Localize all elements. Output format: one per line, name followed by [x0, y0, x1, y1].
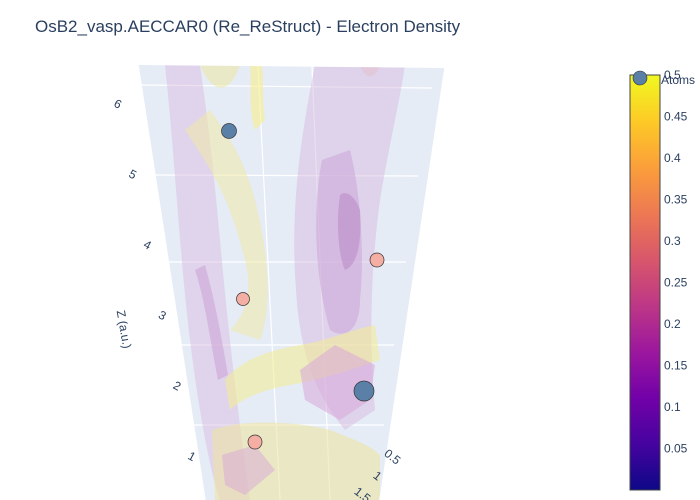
colorbar-tick-label: 0.1	[664, 400, 681, 414]
atom-marker-os[interactable]	[353, 380, 375, 402]
colorbar-tick-label: 0.05	[664, 442, 688, 456]
legend-entry-atoms[interactable]: Atoms	[661, 73, 695, 87]
atom-marker-b[interactable]	[369, 252, 385, 268]
colorbar-gradient	[629, 74, 661, 491]
atom-marker-os[interactable]	[221, 123, 237, 139]
colorbar-ticks: 0.05 0.1 0.15 0.2 0.25 0.3 0.35 0.4 0.45 0.5	[664, 68, 688, 456]
scene-box-edges	[137, 64, 446, 500]
colorbar-tick-label: 0.4	[664, 151, 681, 165]
atoms-layer	[221, 123, 385, 450]
colorbar-tick-label: 0.35	[664, 193, 688, 207]
legend-marker	[632, 70, 648, 86]
colorbar-tick-label: 0.3	[664, 234, 681, 248]
colorbar-tick-label: 0.5	[664, 68, 681, 82]
isosurface	[165, 65, 405, 500]
legend[interactable]: Atoms	[632, 70, 695, 87]
atom-marker-b[interactable]	[236, 292, 250, 306]
chart-title: OsB2_vasp.AECCAR0 (Re_ReStruct) - Electr…	[35, 17, 461, 36]
colorbar-tick-label: 0.25	[664, 276, 688, 290]
colorbar-tick-label: 0.15	[664, 359, 688, 373]
z-axis-label: Z (a.u.)	[114, 309, 135, 350]
atom-marker-b[interactable]	[247, 434, 263, 450]
colorbar-tick-label: 0.45	[664, 110, 688, 124]
colorbar-tick-label: 0.2	[664, 317, 681, 331]
